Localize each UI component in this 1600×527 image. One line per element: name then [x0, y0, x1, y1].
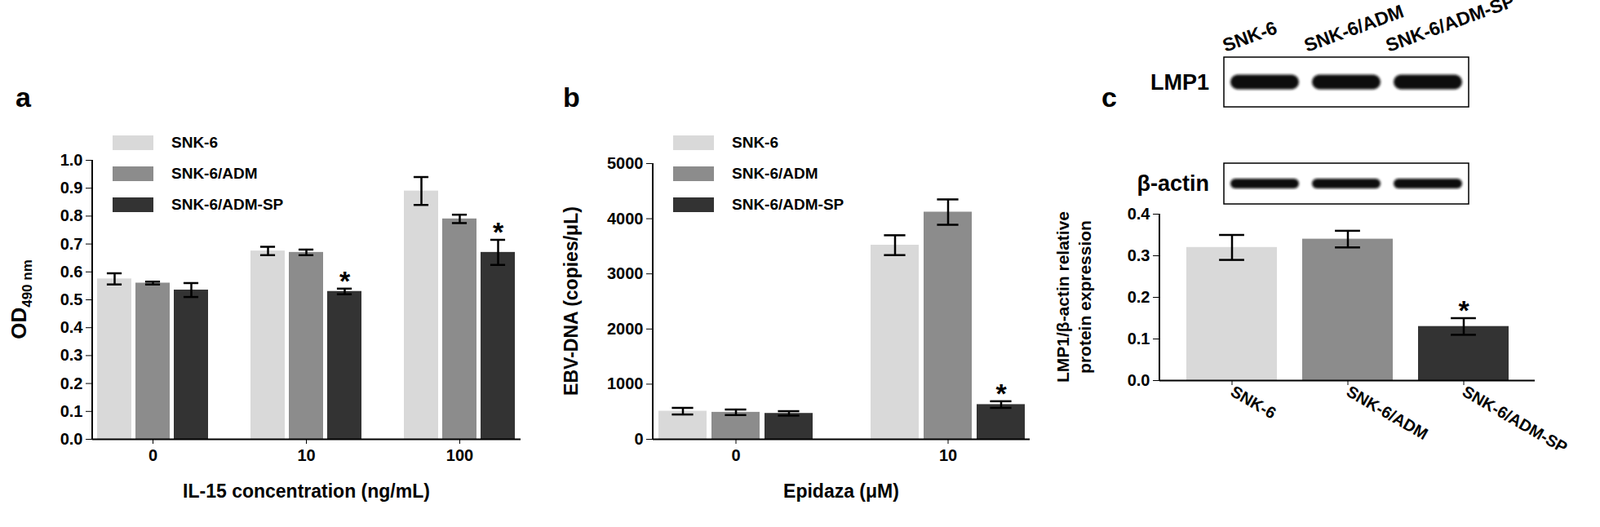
svg-text:LMP1/β-actin relative: LMP1/β-actin relative — [1053, 211, 1073, 383]
svg-text:0: 0 — [148, 446, 158, 465]
svg-text:SNK-6/ADM: SNK-6/ADM — [1343, 381, 1432, 444]
svg-text:β-actin: β-actin — [1137, 171, 1210, 196]
svg-text:OD490 nm: OD490 nm — [6, 259, 36, 340]
html-text:b: b — [562, 81, 580, 113]
html-text:c: c — [1101, 81, 1117, 113]
svg-text:0: 0 — [731, 446, 741, 465]
svg-text:SNK-6: SNK-6 — [1227, 381, 1280, 422]
svg-text:protein expression: protein expression — [1075, 220, 1095, 374]
svg-text:0.2: 0.2 — [1127, 288, 1151, 306]
svg-text:2000: 2000 — [607, 319, 644, 338]
svg-text:IL-15 concentration (ng/mL): IL-15 concentration (ng/mL) — [182, 480, 430, 502]
svg-text:SNK-6: SNK-6 — [1219, 17, 1281, 57]
svg-text:4000: 4000 — [607, 209, 644, 228]
svg-text:SNK-6/ADM-SP: SNK-6/ADM-SP — [1382, 0, 1518, 57]
html-text:SNK-6/ADM-SP: SNK-6/ADM-SP — [731, 195, 844, 213]
svg-text:0.8: 0.8 — [60, 206, 84, 225]
svg-text:0.0: 0.0 — [1127, 371, 1151, 390]
svg-text:10: 10 — [939, 446, 958, 465]
svg-text:*: * — [1458, 294, 1470, 326]
svg-text:EBV-DNA (copies/μL): EBV-DNA (copies/μL) — [560, 206, 582, 396]
svg-text:0.3: 0.3 — [60, 345, 84, 364]
svg-text:1000: 1000 — [607, 374, 644, 393]
svg-text:100: 100 — [446, 446, 474, 465]
svg-text:5000: 5000 — [607, 154, 644, 173]
svg-text:1.0: 1.0 — [60, 150, 84, 169]
html-text:SNK-6: SNK-6 — [171, 133, 218, 151]
svg-text:*: * — [339, 265, 351, 297]
html-text:SNK-6/ADM: SNK-6/ADM — [731, 164, 819, 182]
svg-text:0.6: 0.6 — [60, 262, 84, 281]
svg-text:0.4: 0.4 — [60, 318, 85, 337]
svg-text:3000: 3000 — [607, 264, 644, 283]
html-text:a: a — [15, 81, 31, 113]
svg-text:*: * — [995, 377, 1007, 409]
html-text:SNK-6: SNK-6 — [731, 133, 779, 151]
svg-text:0: 0 — [633, 429, 643, 448]
svg-text:0.9: 0.9 — [60, 178, 84, 197]
svg-text:*: * — [492, 216, 505, 248]
svg-text:0.0: 0.0 — [60, 429, 84, 448]
svg-text:SNK-6/ADM-SP: SNK-6/ADM-SP — [1459, 381, 1571, 457]
svg-text:LMP1: LMP1 — [1150, 70, 1210, 95]
svg-text:0.4: 0.4 — [1127, 204, 1152, 223]
svg-text:0.1: 0.1 — [1127, 329, 1151, 348]
html-text:SNK-6/ADM: SNK-6/ADM — [171, 164, 258, 182]
html-text:SNK-6/ADM-SP: SNK-6/ADM-SP — [171, 195, 284, 213]
svg-text:0.1: 0.1 — [60, 402, 84, 421]
svg-text:0.7: 0.7 — [60, 234, 84, 253]
svg-text:0.2: 0.2 — [60, 374, 84, 393]
svg-text:10: 10 — [296, 446, 315, 465]
svg-text:0.5: 0.5 — [60, 290, 84, 309]
svg-text:0.3: 0.3 — [1127, 246, 1151, 265]
svg-text:Epidaza (μM): Epidaza (μM) — [783, 480, 900, 502]
